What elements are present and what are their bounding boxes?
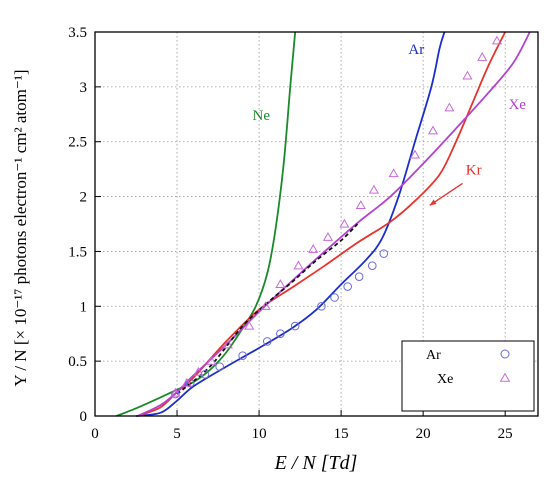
- x-tick-label: 15: [334, 426, 349, 442]
- data-point-ar-circle: [262, 337, 272, 346]
- curve-label-xe: Xe: [508, 97, 526, 113]
- series-line-ar: [135, 31, 446, 417]
- data-point-xe-triangle: [170, 387, 181, 397]
- data-point-xe-triangle: [181, 377, 192, 387]
- curve-label-ne: Ne: [253, 108, 271, 124]
- x-tick-label: 20: [416, 426, 431, 442]
- x-tick-labels: 0 5 10 15 20 25: [91, 426, 512, 442]
- y-tick-label: 1.5: [68, 244, 87, 260]
- data-point-xe-triangle: [388, 168, 399, 178]
- data-point-xe-triangle: [275, 279, 286, 288]
- x-tick-label: 10: [252, 426, 267, 442]
- legend-label-ar: Ar: [426, 348, 441, 363]
- data-point-xe-triangle: [322, 231, 334, 241]
- data-point-ar-circle: [290, 321, 300, 331]
- data-point-xe-triangle: [355, 200, 366, 209]
- series-line-ne: [116, 31, 297, 417]
- curve-labels: Ne Ar Kr Xe: [253, 42, 526, 206]
- series-line-xe: [137, 31, 531, 417]
- legend-markers: [499, 349, 511, 382]
- data-point-ar-circle: [354, 272, 364, 281]
- data-point-ar-circle: [200, 370, 210, 379]
- curve-label-kr: Kr: [466, 163, 482, 179]
- data-point-xe-triangle: [462, 70, 473, 80]
- data-point-xe-triangle: [409, 149, 421, 159]
- data-markers: [170, 35, 503, 399]
- x-tick-label: 0: [91, 426, 99, 442]
- data-point-ar-circle: [185, 378, 195, 388]
- kr-label-arrow: [429, 182, 463, 206]
- data-point-xe-triangle: [222, 339, 233, 349]
- legend-box: [401, 340, 535, 412]
- x-axis-label: E / N [Td]: [274, 452, 358, 474]
- data-point-ar-circle: [379, 249, 389, 258]
- legend: Ar Xe: [401, 340, 535, 412]
- data-point-ar-circle: [317, 301, 326, 311]
- data-point-ar-circle: [343, 282, 352, 291]
- data-point-xe-triangle: [427, 125, 439, 135]
- data-point-xe-triangle: [444, 102, 455, 112]
- y-axis-label: Y / N [× 10⁻¹⁷ photons electron⁻¹ cm² at…: [11, 69, 30, 386]
- y-tick-label: 0.5: [68, 354, 87, 370]
- data-point-xe-triangle: [477, 52, 488, 61]
- legend-marker-xe-triangle: [499, 372, 511, 382]
- y-tick-label: 0: [80, 409, 88, 425]
- y-tick-label: 2: [80, 190, 88, 206]
- y-tick-label: 1: [80, 299, 88, 315]
- y-tick-label: 3: [80, 80, 88, 96]
- data-point-xe-triangle: [206, 355, 217, 365]
- kr-label-arrowhead: [429, 199, 437, 206]
- x-tick-label: 5: [173, 426, 181, 442]
- data-point-xe-triangle: [193, 366, 204, 376]
- data-point-xe-triangle: [244, 320, 255, 330]
- data-point-xe-triangle: [293, 260, 304, 270]
- curve-label-ar: Ar: [408, 42, 424, 58]
- y-tick-label: 2.5: [68, 135, 87, 151]
- data-point-xe-triangle: [260, 301, 271, 310]
- data-point-xe-triangle: [368, 184, 379, 194]
- data-point-xe-triangle: [491, 35, 503, 45]
- data-point-ar-circle: [238, 351, 247, 360]
- data-point-ar-circle: [171, 389, 180, 399]
- data-point-xe-triangle: [308, 244, 319, 253]
- plot-frame: [94, 31, 539, 417]
- data-point-ar-circle: [215, 362, 224, 371]
- data-point-ar-circle: [276, 329, 285, 339]
- legend-marker-ar-circle: [500, 349, 510, 359]
- data-point-ar-circle: [367, 261, 377, 270]
- legend-label-xe: Xe: [437, 372, 453, 387]
- y-tick-label: 3.5: [68, 25, 87, 41]
- x-tick-label: 25: [498, 426, 513, 442]
- y-tick-labels: 0 0.5 1 1.5 2 2.5 3 3.5: [68, 25, 87, 425]
- data-point-ar-circle: [330, 293, 339, 302]
- data-point-xe-triangle: [339, 218, 350, 228]
